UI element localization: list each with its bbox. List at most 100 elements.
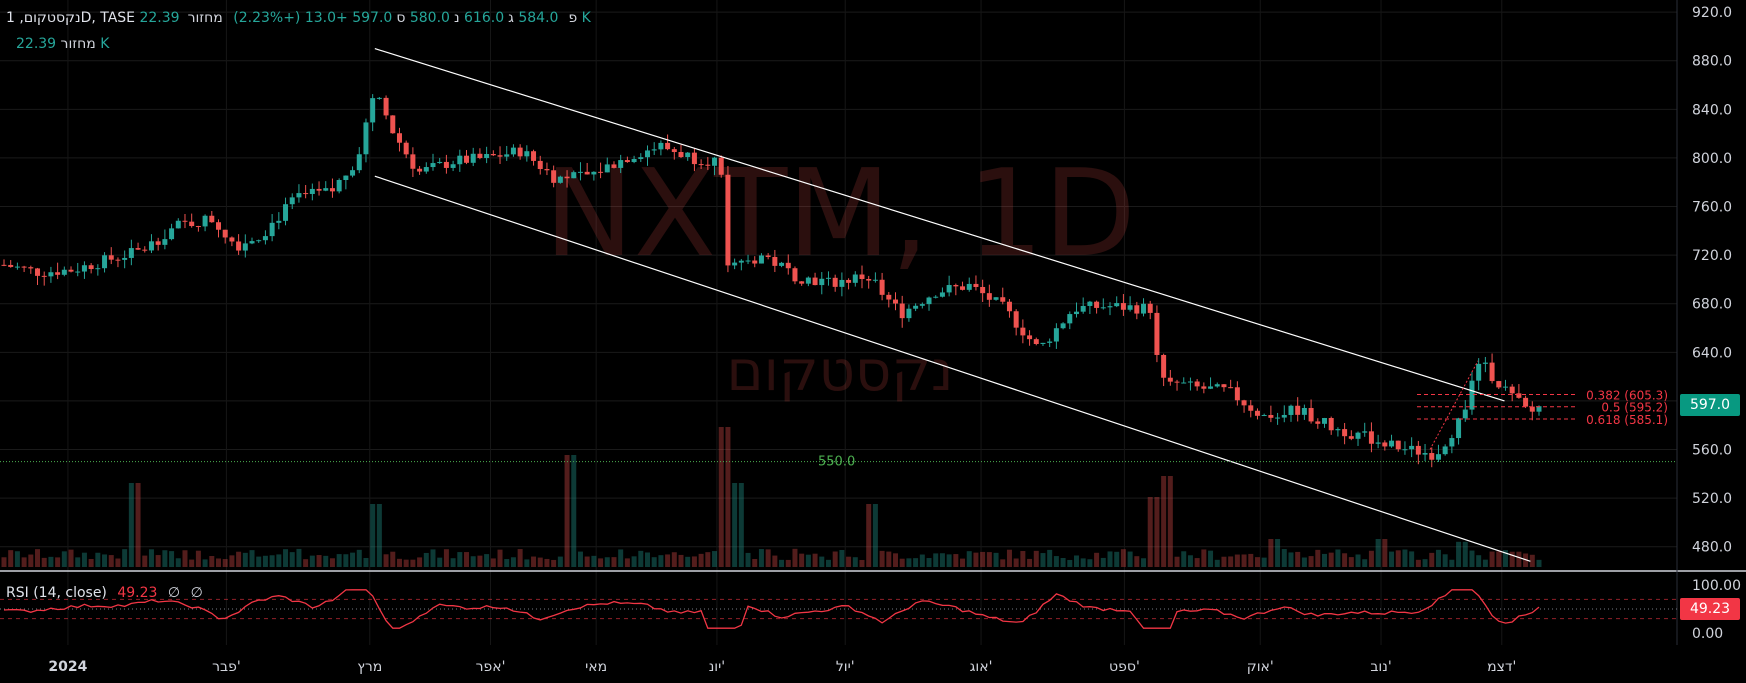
candle-body[interactable] bbox=[249, 241, 255, 244]
candle-body[interactable] bbox=[343, 175, 349, 180]
candle-body[interactable] bbox=[1435, 454, 1441, 460]
candle-body[interactable] bbox=[162, 239, 168, 245]
candle-body[interactable] bbox=[1094, 301, 1100, 308]
candle-body[interactable] bbox=[584, 171, 590, 175]
candle-body[interactable] bbox=[886, 294, 892, 300]
candle-body[interactable] bbox=[329, 188, 335, 192]
candle-body[interactable] bbox=[1281, 414, 1287, 418]
fib-trend-line[interactable] bbox=[1429, 360, 1479, 450]
candle-body[interactable] bbox=[531, 151, 537, 161]
candle-body[interactable] bbox=[1087, 301, 1093, 306]
candle-body[interactable] bbox=[960, 286, 966, 290]
candle-body[interactable] bbox=[303, 193, 309, 195]
candle-body[interactable] bbox=[115, 259, 121, 261]
candle-body[interactable] bbox=[21, 266, 27, 268]
candle-body[interactable] bbox=[1489, 362, 1495, 382]
candle-body[interactable] bbox=[1462, 409, 1468, 419]
candle-body[interactable] bbox=[1040, 342, 1046, 344]
candle-body[interactable] bbox=[1241, 400, 1247, 406]
candle-body[interactable] bbox=[1509, 386, 1515, 394]
candle-body[interactable] bbox=[68, 269, 74, 272]
candle-body[interactable] bbox=[846, 279, 852, 283]
candle-body[interactable] bbox=[1187, 381, 1193, 383]
candle-body[interactable] bbox=[1375, 442, 1381, 444]
candle-body[interactable] bbox=[283, 204, 289, 221]
candle-body[interactable] bbox=[1482, 362, 1488, 364]
candle-body[interactable] bbox=[1181, 382, 1187, 384]
candle-body[interactable] bbox=[8, 264, 14, 267]
candle-body[interactable] bbox=[1141, 303, 1147, 314]
candle-body[interactable] bbox=[396, 133, 402, 143]
candle-body[interactable] bbox=[685, 152, 691, 158]
candle-body[interactable] bbox=[1073, 311, 1079, 315]
candle-body[interactable] bbox=[926, 297, 932, 305]
candle-body[interactable] bbox=[443, 161, 449, 168]
candle-body[interactable] bbox=[1335, 429, 1341, 431]
candle-body[interactable] bbox=[725, 174, 731, 266]
candle-body[interactable] bbox=[383, 97, 389, 116]
candle-body[interactable] bbox=[350, 170, 356, 176]
candle-body[interactable] bbox=[1449, 438, 1455, 447]
candle-body[interactable] bbox=[1060, 323, 1066, 329]
candle-body[interactable] bbox=[799, 281, 805, 284]
candle-body[interactable] bbox=[718, 157, 724, 175]
candle-body[interactable] bbox=[1201, 386, 1207, 389]
candle-body[interactable] bbox=[698, 164, 704, 166]
candle-body[interactable] bbox=[1, 264, 7, 266]
candle-body[interactable] bbox=[1047, 341, 1053, 343]
candle-body[interactable] bbox=[182, 220, 188, 222]
candle-body[interactable] bbox=[363, 122, 369, 155]
candle-body[interactable] bbox=[504, 154, 510, 157]
candle-body[interactable] bbox=[189, 221, 195, 227]
candle-body[interactable] bbox=[1502, 386, 1508, 388]
candle-body[interactable] bbox=[1161, 354, 1167, 378]
candle-body[interactable] bbox=[524, 151, 530, 157]
candle-body[interactable] bbox=[1315, 421, 1321, 424]
candle-body[interactable] bbox=[1248, 405, 1254, 411]
candle-body[interactable] bbox=[1033, 339, 1039, 344]
candle-body[interactable] bbox=[450, 164, 456, 168]
candle-body[interactable] bbox=[1006, 301, 1012, 312]
candle-body[interactable] bbox=[752, 260, 758, 264]
candle-body[interactable] bbox=[490, 154, 496, 156]
candle-body[interactable] bbox=[1154, 312, 1160, 355]
candle-body[interactable] bbox=[712, 157, 718, 166]
candle-body[interactable] bbox=[644, 150, 650, 158]
candle-body[interactable] bbox=[1368, 431, 1374, 444]
candle-body[interactable] bbox=[779, 262, 785, 266]
candle-body[interactable] bbox=[825, 277, 831, 279]
candle-body[interactable] bbox=[1536, 406, 1542, 412]
candle-body[interactable] bbox=[738, 260, 744, 263]
candle-body[interactable] bbox=[1476, 363, 1482, 381]
candle-body[interactable] bbox=[1422, 453, 1428, 455]
candle-body[interactable] bbox=[879, 279, 885, 295]
candle-body[interactable] bbox=[148, 241, 154, 251]
candle-body[interactable] bbox=[678, 152, 684, 158]
candle-body[interactable] bbox=[624, 160, 630, 163]
candle-body[interactable] bbox=[745, 260, 751, 262]
candle-body[interactable] bbox=[229, 237, 235, 242]
candle-body[interactable] bbox=[1147, 303, 1153, 313]
candle-body[interactable] bbox=[1234, 387, 1240, 401]
candle-body[interactable] bbox=[872, 279, 878, 281]
candle-body[interactable] bbox=[577, 171, 583, 173]
candle-body[interactable] bbox=[1516, 393, 1522, 398]
candle-body[interactable] bbox=[980, 286, 986, 294]
candle-body[interactable] bbox=[269, 222, 275, 237]
candle-body[interactable] bbox=[1100, 307, 1106, 309]
candle-body[interactable] bbox=[1362, 431, 1368, 433]
candle-body[interactable] bbox=[966, 283, 972, 290]
candle-body[interactable] bbox=[55, 272, 61, 275]
candle-body[interactable] bbox=[611, 164, 617, 168]
candle-body[interactable] bbox=[765, 255, 771, 257]
candle-body[interactable] bbox=[48, 272, 54, 277]
candle-body[interactable] bbox=[1496, 381, 1502, 388]
candle-body[interactable] bbox=[933, 296, 939, 298]
candle-body[interactable] bbox=[256, 240, 262, 242]
candle-body[interactable] bbox=[403, 142, 409, 155]
candle-body[interactable] bbox=[135, 248, 141, 250]
candle-body[interactable] bbox=[102, 255, 108, 269]
candle-body[interactable] bbox=[1261, 415, 1267, 417]
candle-body[interactable] bbox=[370, 98, 376, 123]
